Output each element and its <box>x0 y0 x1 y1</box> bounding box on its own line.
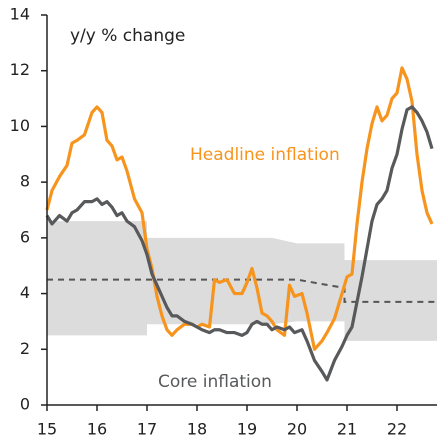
series-label: Headline inflation <box>190 145 340 165</box>
x-tick-label: 21 <box>337 420 357 439</box>
axes-layer: 0 2 4 6 8 10 12 14 15 16 17 18 19 20 21 22 <box>10 5 437 439</box>
y-tick-label: 4 <box>20 283 30 302</box>
x-tick-label: 17 <box>137 420 157 439</box>
band-layer <box>47 221 437 341</box>
y-axis-label: y/y % change <box>70 26 185 46</box>
lines-layer: Headline inflation Core inflation <box>45 66 434 392</box>
x-tick-label: 20 <box>287 420 307 439</box>
y-tick-label: 8 <box>20 172 30 191</box>
series-line <box>45 66 434 351</box>
series-line <box>45 105 434 382</box>
x-tick-label: 15 <box>37 420 57 439</box>
y-tick-label: 12 <box>10 60 30 79</box>
y-tick-label: 0 <box>20 395 30 414</box>
series-label: Core inflation <box>158 372 272 392</box>
y-tick-label: 6 <box>20 227 30 246</box>
x-tick-label: 18 <box>187 420 207 439</box>
x-tick-label: 16 <box>87 420 107 439</box>
y-tick-label: 2 <box>20 339 30 358</box>
y-tick-label: 10 <box>10 116 30 135</box>
target-band <box>47 221 437 341</box>
y-tick-label: 14 <box>10 5 30 24</box>
x-tick-label: 19 <box>237 420 257 439</box>
x-tick-label: 22 <box>387 420 407 439</box>
